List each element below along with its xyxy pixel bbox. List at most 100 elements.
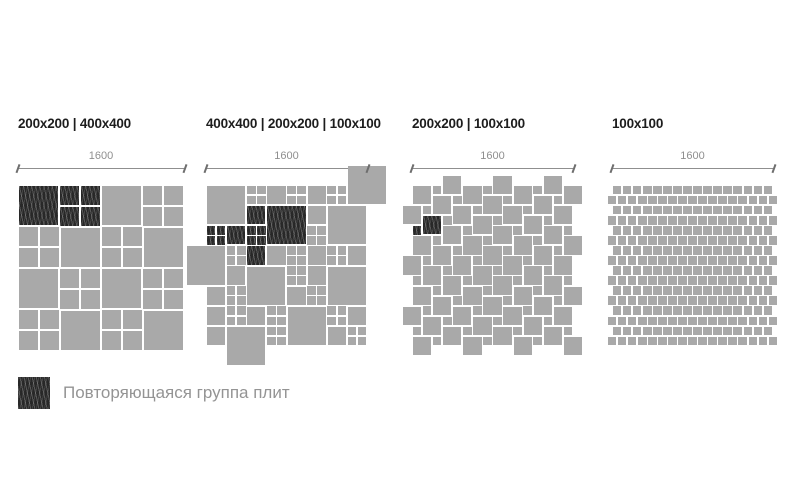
tile	[637, 195, 647, 205]
tile	[206, 326, 226, 346]
repeat-group-tile	[412, 225, 422, 235]
tile	[668, 236, 677, 245]
tile	[703, 286, 712, 295]
tile	[607, 276, 617, 285]
tile	[637, 276, 647, 285]
tile	[758, 336, 768, 346]
repeat-group-tile	[257, 236, 266, 245]
tile	[473, 256, 482, 265]
tile	[513, 326, 522, 336]
tile	[327, 246, 337, 255]
tile	[164, 289, 184, 309]
repeat-group-swatch-icon	[18, 377, 50, 409]
panel-100x100: 100x100 1600	[607, 0, 778, 496]
tile	[337, 316, 347, 326]
tile	[297, 246, 306, 255]
tile	[763, 246, 773, 255]
tile	[657, 316, 667, 326]
repeat-group-tile	[60, 206, 80, 226]
tile	[347, 306, 367, 325]
tile	[257, 195, 266, 205]
tile	[347, 326, 357, 336]
tile	[688, 236, 697, 245]
tile	[453, 306, 472, 325]
tile	[143, 185, 163, 205]
tile	[422, 266, 442, 285]
tile	[708, 256, 717, 265]
tile	[563, 276, 573, 285]
tile	[402, 206, 422, 225]
tile	[617, 215, 627, 225]
tile	[768, 296, 778, 306]
tile	[763, 205, 773, 215]
tile	[236, 296, 246, 306]
tile	[287, 185, 296, 195]
tile	[287, 256, 296, 265]
tile	[723, 286, 733, 295]
tile	[703, 205, 712, 215]
tile	[337, 306, 347, 316]
tile	[622, 205, 632, 215]
repeat-group-tile	[81, 185, 101, 205]
tile	[102, 269, 142, 309]
tile	[678, 215, 687, 225]
tile	[698, 316, 707, 326]
tile	[267, 326, 276, 336]
tile	[533, 185, 543, 195]
tile	[683, 266, 692, 275]
tile	[713, 286, 722, 295]
tile	[647, 236, 657, 245]
tile	[122, 227, 142, 247]
tile	[432, 236, 442, 245]
tile	[617, 276, 627, 285]
tile	[307, 225, 316, 235]
repeat-group-tile	[247, 206, 266, 225]
tile	[287, 286, 306, 305]
tile	[668, 296, 677, 306]
tile	[513, 236, 532, 255]
tile	[768, 215, 778, 225]
tile	[287, 246, 296, 255]
tile	[473, 205, 482, 215]
tile	[647, 195, 657, 205]
tile	[718, 296, 727, 306]
tile	[523, 205, 533, 215]
tile	[763, 225, 773, 235]
tile	[768, 276, 778, 285]
tile	[143, 206, 163, 226]
tile	[563, 326, 573, 336]
tile	[698, 256, 707, 265]
tile	[267, 336, 276, 346]
tile	[513, 286, 532, 305]
tile	[18, 248, 38, 268]
tile	[652, 286, 662, 295]
tile	[327, 306, 337, 316]
tile	[543, 226, 563, 245]
tile	[607, 215, 617, 225]
tile	[236, 256, 246, 265]
tile	[503, 246, 512, 255]
tile	[483, 286, 492, 295]
tile	[688, 215, 697, 225]
tile	[627, 215, 637, 225]
tile	[422, 306, 432, 316]
tile	[483, 236, 492, 245]
tile	[738, 276, 748, 285]
tile	[753, 246, 763, 255]
panel-400x400-200x200-100x100: 400x400 | 200x200 | 100x100 1600	[186, 0, 387, 496]
tile	[422, 205, 432, 215]
tile	[693, 246, 702, 255]
tile	[698, 336, 707, 346]
tile	[327, 256, 337, 265]
repeat-group-tile	[246, 225, 256, 235]
tile	[763, 266, 773, 275]
tile	[683, 225, 692, 235]
tile	[337, 185, 347, 195]
tile	[768, 236, 778, 245]
tile	[267, 306, 276, 316]
tile	[226, 246, 236, 255]
tile	[226, 286, 236, 295]
tile	[622, 225, 632, 235]
tile	[703, 266, 712, 275]
tile	[523, 216, 542, 235]
